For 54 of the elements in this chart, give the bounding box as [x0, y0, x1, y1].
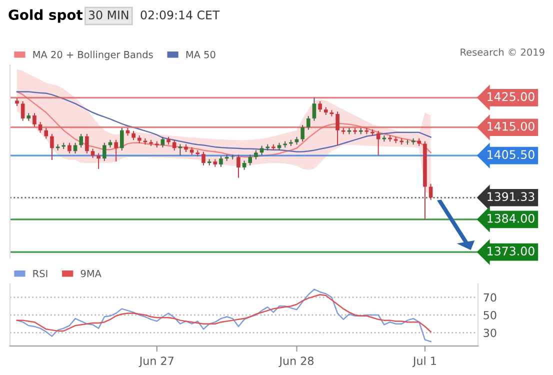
candlestick — [132, 130, 136, 141]
candlestick — [202, 151, 206, 166]
candlestick — [219, 156, 223, 168]
legend-label: 9MA — [80, 270, 102, 278]
candlestick — [172, 139, 176, 151]
candlestick — [102, 142, 106, 162]
ref-line-label: 1425.00 — [488, 92, 534, 102]
candlestick — [260, 145, 264, 156]
candlestick — [318, 100, 322, 112]
candlestick — [20, 100, 25, 122]
candlestick — [50, 133, 54, 160]
candlestick — [38, 122, 42, 134]
candlestick — [44, 127, 48, 140]
candlestick — [178, 144, 182, 156]
candlestick — [96, 152, 100, 170]
x-tick-label: Jun 28 — [278, 356, 314, 368]
candlestick — [120, 127, 124, 151]
candlestick — [68, 142, 72, 154]
ref-line-label: 1384.00 — [488, 214, 534, 223]
text: 02:09:14 CET — [140, 10, 220, 20]
candlestick — [32, 112, 36, 128]
y-tick-label: 70 — [484, 293, 496, 302]
chart-title: Gold spot — [8, 9, 83, 23]
candlestick — [230, 154, 235, 160]
candlestick — [312, 97, 316, 122]
candlestick — [336, 111, 340, 146]
candlestick — [306, 116, 310, 130]
candlestick — [242, 160, 246, 170]
line-series — [16, 288, 432, 342]
text: Research © 2019 — [460, 48, 544, 56]
candlestick — [300, 124, 304, 142]
candlestick — [160, 136, 165, 148]
x-tick-label: Jun 27 — [138, 356, 174, 368]
candlestick — [79, 133, 83, 148]
line-series — [16, 294, 432, 332]
candlestick — [248, 154, 252, 166]
y-tick-label: 30 — [484, 328, 496, 338]
candlestick — [85, 133, 89, 154]
candlestick — [73, 142, 78, 154]
legend-label: MA 20 + Bollinger Bands — [33, 50, 153, 60]
candlestick — [114, 139, 118, 162]
ref-line-label: 1391.33 — [488, 192, 534, 202]
y-tick-label: 50 — [484, 310, 496, 320]
text: 30 MIN — [88, 10, 128, 20]
ref-line-label: 1373.00 — [488, 246, 534, 256]
ref-line-label: 1405.50 — [488, 150, 534, 159]
candlestick — [428, 183, 433, 201]
candlestick — [254, 150, 258, 160]
x-tick-label: Jul 1 — [412, 356, 436, 368]
legend-label: MA 50 — [186, 50, 216, 58]
candlestick — [236, 154, 240, 178]
candlestick — [90, 148, 95, 158]
ref-line-label: 1415.00 — [488, 122, 534, 131]
legend-label: RSI — [33, 270, 48, 278]
